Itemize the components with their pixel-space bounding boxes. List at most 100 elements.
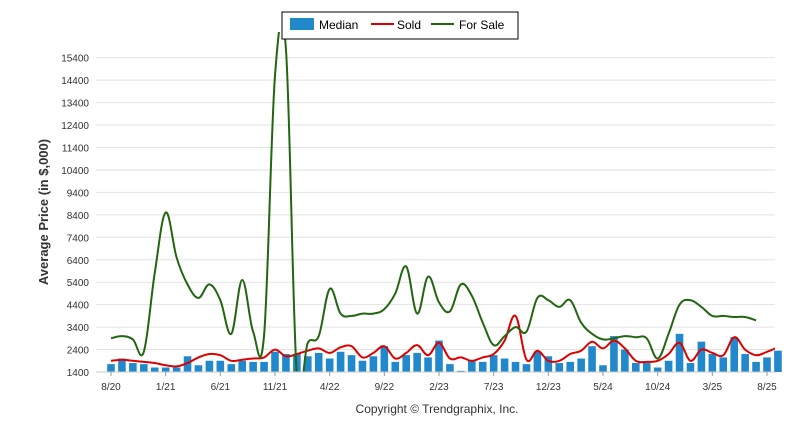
median-bar <box>653 367 662 372</box>
median-bar <box>730 337 738 372</box>
y-tick-label: 10400 <box>61 166 89 177</box>
median-bar <box>260 361 268 372</box>
median-bar <box>336 351 345 372</box>
median-bar <box>478 361 487 372</box>
median-bar <box>358 360 367 372</box>
median-bar <box>216 360 225 372</box>
median-bar <box>435 340 443 372</box>
legend-box <box>281 11 519 40</box>
legend-median-label: Median <box>319 18 358 32</box>
legend-forsale-label: For Sale <box>459 18 505 32</box>
series-lines <box>110 32 775 372</box>
median-bar <box>752 361 760 372</box>
median-bar <box>107 364 115 372</box>
y-tick-label: 8400 <box>67 211 90 222</box>
median-bar <box>249 361 257 372</box>
y-tick-label: 9400 <box>67 188 90 199</box>
median-bar <box>708 354 717 372</box>
median-bar <box>325 358 334 372</box>
median-bar <box>763 357 771 372</box>
sold-line <box>110 314 775 368</box>
median-bar <box>675 333 684 372</box>
legend-median-swatch <box>290 18 314 30</box>
x-tick-label: 8/20 <box>101 382 121 393</box>
median-bar <box>577 358 585 372</box>
y-tick-label: 3400 <box>67 323 90 334</box>
median-bar <box>588 346 596 372</box>
y-tick-label: 5400 <box>67 278 90 289</box>
median-bar <box>599 365 607 372</box>
median-bar <box>719 357 728 372</box>
median-bar <box>391 361 400 372</box>
x-tick-label: 11/21 <box>263 382 288 393</box>
median-bar <box>544 356 553 372</box>
median-bar <box>129 363 137 372</box>
median-bar <box>664 360 673 372</box>
y-tick-label: 4400 <box>67 301 90 312</box>
median-bar <box>424 357 432 372</box>
y-tick-label: 13400 <box>61 99 89 110</box>
median-bar <box>304 356 312 372</box>
x-tick-label: 2/23 <box>429 382 449 393</box>
median-bar <box>238 360 246 372</box>
x-tick-label: 1/21 <box>156 382 176 393</box>
median-bar <box>161 367 170 372</box>
legend-sold-label: Sold <box>397 18 421 32</box>
median-bar <box>118 358 126 372</box>
y-tick-label: 11400 <box>62 144 90 155</box>
x-tick-label: 12/23 <box>536 382 561 393</box>
for-sale-line <box>110 32 757 372</box>
x-tick-label: 3/25 <box>703 382 723 393</box>
x-tick-label: 5/24 <box>593 382 613 393</box>
median-bar <box>697 341 706 372</box>
median-bar <box>413 352 421 372</box>
x-tick-label: 4/22 <box>320 382 340 393</box>
median-bar <box>402 355 410 372</box>
median-bar <box>642 363 651 372</box>
median-bar <box>380 346 389 372</box>
x-tick-label: 8/25 <box>757 382 777 393</box>
median-bar <box>271 351 279 372</box>
median-bar <box>172 367 181 372</box>
x-tick-label: 6/21 <box>211 382 231 393</box>
x-tick-label: 9/22 <box>375 382 395 393</box>
median-bar <box>566 361 574 372</box>
median-bar <box>183 356 192 372</box>
median-bars <box>107 333 782 372</box>
median-bar <box>457 370 465 372</box>
median-bar <box>500 358 509 372</box>
median-bar <box>632 363 640 372</box>
median-bar <box>468 360 476 372</box>
median-bar <box>489 355 498 372</box>
copyright-text: Copyright © Trendgraphix, Inc. <box>356 402 519 416</box>
y-tick-label: 15400 <box>61 54 89 65</box>
median-bar <box>194 365 203 372</box>
median-bar <box>621 349 629 372</box>
median-bar <box>282 354 290 372</box>
y-tick-label: 12400 <box>61 121 89 132</box>
median-bar <box>741 354 749 372</box>
median-bar <box>555 363 564 372</box>
legend: Median Sold For Sale <box>281 11 519 40</box>
median-bar <box>774 350 782 372</box>
x-tick-label: 10/24 <box>645 382 670 393</box>
median-bar <box>686 363 695 372</box>
median-bar <box>369 356 378 372</box>
median-bar <box>522 364 531 372</box>
median-bar <box>610 336 618 372</box>
median-bar <box>314 352 323 372</box>
y-tick-label: 6400 <box>67 256 90 267</box>
x-tick-label: 7/23 <box>484 382 504 393</box>
median-bar <box>347 355 356 372</box>
y-tick-label: 14400 <box>61 76 89 87</box>
axes: 1400 2400 3400 4400 5400 6400 7400 8400 9400 1040… <box>61 54 777 393</box>
y-tick-label: 7400 <box>67 233 90 244</box>
median-bar <box>533 351 542 372</box>
median-bar <box>140 364 148 372</box>
y-axis-label: Average Price (in $,000) <box>36 139 51 285</box>
median-bar <box>205 360 214 372</box>
median-bar <box>227 364 236 372</box>
gridlines <box>96 57 775 373</box>
median-bar <box>511 361 520 372</box>
